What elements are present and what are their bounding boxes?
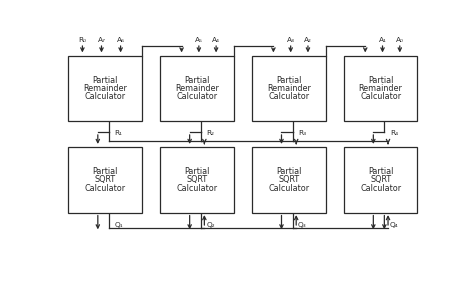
Text: A₇: A₇ bbox=[98, 37, 106, 43]
Text: Partial: Partial bbox=[368, 167, 393, 176]
Text: Partial: Partial bbox=[92, 167, 118, 176]
Bar bbox=[344, 56, 418, 121]
Text: SQRT: SQRT bbox=[95, 175, 116, 185]
Text: A₀: A₀ bbox=[396, 37, 404, 43]
Text: R₁: R₁ bbox=[114, 130, 122, 136]
Text: Partial: Partial bbox=[276, 167, 301, 176]
Text: SQRT: SQRT bbox=[370, 175, 391, 185]
Bar bbox=[68, 56, 142, 121]
Bar bbox=[68, 147, 142, 213]
Text: A₁: A₁ bbox=[379, 37, 386, 43]
Text: A₃: A₃ bbox=[287, 37, 295, 43]
Bar bbox=[252, 56, 326, 121]
Text: Remainder: Remainder bbox=[267, 84, 311, 93]
Text: SQRT: SQRT bbox=[278, 175, 300, 185]
Text: Q₁: Q₁ bbox=[114, 222, 123, 228]
Text: Calculator: Calculator bbox=[84, 184, 126, 193]
Text: Partial: Partial bbox=[184, 76, 210, 85]
Bar bbox=[344, 147, 418, 213]
Text: Calculator: Calculator bbox=[360, 92, 401, 101]
Text: Calculator: Calculator bbox=[268, 184, 310, 193]
Text: Q₄: Q₄ bbox=[390, 222, 399, 228]
Text: Calculator: Calculator bbox=[360, 184, 401, 193]
Bar bbox=[160, 56, 234, 121]
Text: Remainder: Remainder bbox=[359, 84, 402, 93]
Text: Q₂: Q₂ bbox=[206, 222, 215, 228]
Text: Partial: Partial bbox=[368, 76, 393, 85]
Text: R₄: R₄ bbox=[390, 130, 398, 136]
Text: A₆: A₆ bbox=[117, 37, 125, 43]
Text: A₂: A₂ bbox=[304, 37, 312, 43]
Text: SQRT: SQRT bbox=[186, 175, 208, 185]
Text: Calculator: Calculator bbox=[268, 92, 310, 101]
Text: R₀: R₀ bbox=[78, 37, 86, 43]
Text: R₃: R₃ bbox=[298, 130, 306, 136]
Bar bbox=[252, 147, 326, 213]
Bar bbox=[160, 147, 234, 213]
Text: Calculator: Calculator bbox=[176, 184, 218, 193]
Text: A₄: A₄ bbox=[212, 37, 220, 43]
Text: Remainder: Remainder bbox=[83, 84, 127, 93]
Text: Calculator: Calculator bbox=[176, 92, 218, 101]
Text: Partial: Partial bbox=[184, 167, 210, 176]
Text: A₅: A₅ bbox=[195, 37, 203, 43]
Text: R₂: R₂ bbox=[206, 130, 214, 136]
Text: Remainder: Remainder bbox=[175, 84, 219, 93]
Text: Calculator: Calculator bbox=[84, 92, 126, 101]
Text: Partial: Partial bbox=[92, 76, 118, 85]
Text: Q₃: Q₃ bbox=[298, 222, 307, 228]
Text: Partial: Partial bbox=[276, 76, 301, 85]
